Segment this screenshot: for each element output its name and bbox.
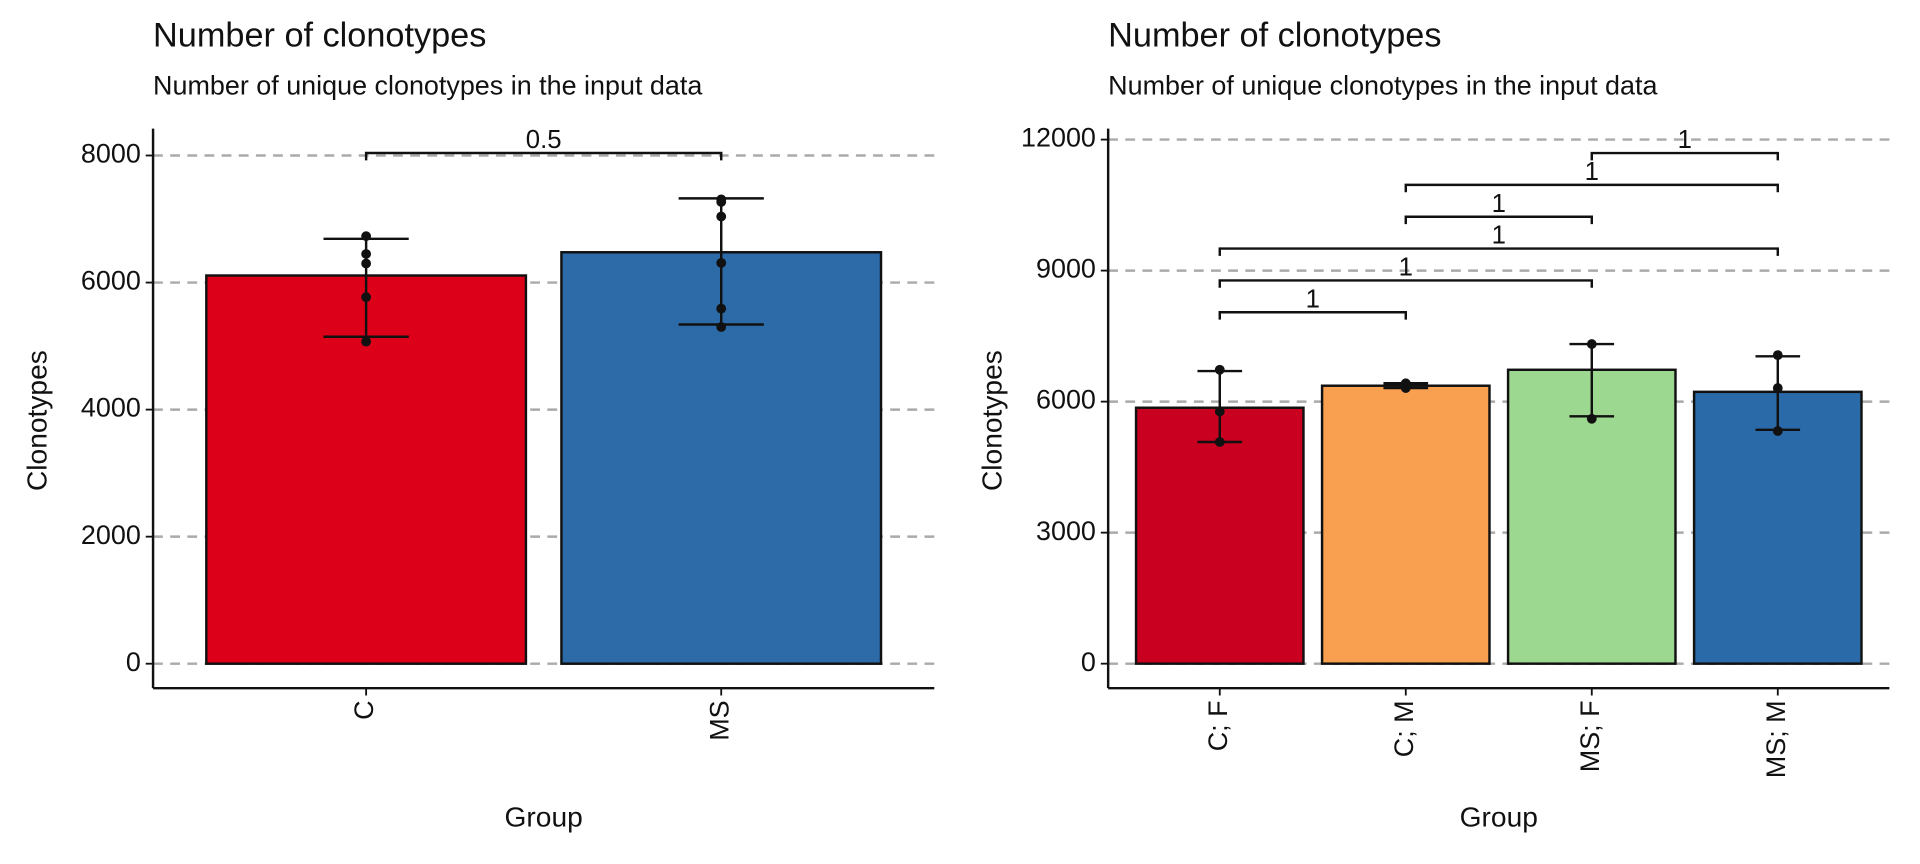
- data-point: [716, 211, 727, 222]
- bar: [1692, 390, 1863, 665]
- y-axis-title: Clonotypes: [977, 350, 1008, 491]
- data-point: [361, 231, 372, 242]
- significance-bracket: [1218, 247, 1780, 256]
- data-point: [1772, 350, 1783, 361]
- chart-subtitle: Number of unique clonotypes in the input…: [153, 70, 702, 100]
- significance-bracket: [1218, 279, 1593, 288]
- significance-label: 0.5: [526, 126, 562, 154]
- data-point: [1214, 437, 1225, 447]
- data-point: [716, 196, 727, 207]
- chart-title: Number of clonotypes: [1108, 17, 1441, 55]
- data-point: [1586, 339, 1597, 349]
- x-axis-title: Group: [1460, 802, 1538, 833]
- x-tick-label: MS; M: [1761, 700, 1791, 778]
- bar: [1320, 384, 1491, 665]
- significance-bracket: [1218, 311, 1407, 320]
- significance-label: 1: [1678, 126, 1692, 154]
- data-point: [361, 336, 372, 347]
- significance-bracket: [1404, 215, 1593, 225]
- data-point: [716, 257, 727, 268]
- bar: [1134, 406, 1305, 665]
- y-tick-label: 4000: [81, 393, 141, 423]
- x-tick-label: MS; F: [1575, 700, 1605, 772]
- significance-bracket: [364, 151, 723, 161]
- significance-bracket: [1404, 183, 1780, 193]
- chart-subtitle: Number of unique clonotypes in the input…: [1108, 70, 1657, 100]
- y-tick-label: 3000: [1036, 516, 1096, 546]
- data-point: [361, 258, 372, 269]
- x-axis-title: Group: [505, 802, 583, 833]
- chart-title: Number of clonotypes: [153, 17, 486, 55]
- data-point: [361, 249, 372, 259]
- y-axis-title: Clonotypes: [22, 350, 53, 491]
- data-point: [1586, 413, 1597, 424]
- y-tick-label: 6000: [1036, 385, 1096, 415]
- data-point: [1772, 383, 1783, 393]
- data-point: [1214, 406, 1225, 417]
- x-tick-label: MS: [704, 700, 734, 740]
- significance-bracket: [1590, 151, 1780, 161]
- data-point: [361, 292, 372, 303]
- x-tick-label: C: [349, 700, 379, 719]
- significance-label: 1: [1585, 158, 1599, 186]
- significance-label: 1: [1399, 254, 1413, 282]
- y-tick-label: 6000: [81, 266, 141, 296]
- y-tick-label: 8000: [81, 139, 141, 169]
- significance-label: 1: [1492, 190, 1506, 218]
- significance-label: 1: [1492, 222, 1506, 250]
- y-tick-label: 0: [126, 647, 141, 677]
- data-point: [716, 303, 727, 314]
- y-tick-label: 0: [1081, 647, 1096, 677]
- y-tick-label: 9000: [1036, 254, 1096, 284]
- data-point: [716, 322, 727, 332]
- data-point: [1772, 426, 1783, 436]
- data-point: [1214, 364, 1225, 375]
- y-tick-label: 12000: [1021, 123, 1096, 153]
- significance-label: 1: [1306, 285, 1320, 313]
- y-tick-label: 2000: [81, 520, 141, 550]
- x-tick-label: C; F: [1203, 700, 1233, 751]
- data-point: [1400, 383, 1411, 393]
- x-tick-label: C; M: [1389, 700, 1419, 757]
